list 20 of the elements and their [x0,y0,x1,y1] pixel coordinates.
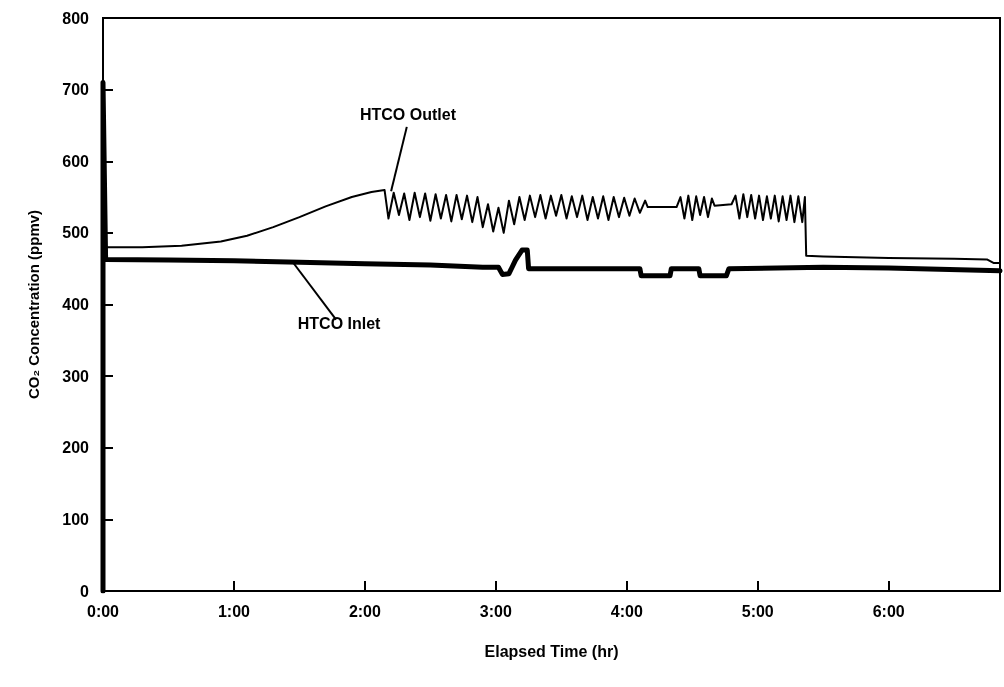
y-tick-label: 200 [62,439,90,457]
y-tick-label: 0 [80,582,90,600]
annotation: HTCO Inlet [297,315,382,333]
y-tick-label: 400 [62,296,90,313]
x-tick-label: 4:00 [610,602,643,620]
y-axis-title: CO₂ Concentration (ppmv) [25,209,42,400]
y-tick-label: 500 [62,224,90,242]
x-tick-label: 1:00 [217,602,251,620]
y-tick-label: 300 [62,367,90,385]
x-tick-label: 0:00 [86,602,120,620]
x-tick-label: 5:00 [741,602,774,620]
y-tick-label: 600 [62,152,90,170]
annotation: HTCO Outlet [359,105,457,123]
x-tick-label: 2:00 [348,602,382,620]
x-tick-label: 3:00 [479,602,512,620]
y-tick-label: 800 [62,9,90,27]
x-tick-label: 6:00 [872,602,905,620]
x-axis-title: Elapsed Time (hr) [484,642,619,660]
y-tick-label: 100 [62,510,90,528]
y-tick-label: 700 [62,81,90,99]
